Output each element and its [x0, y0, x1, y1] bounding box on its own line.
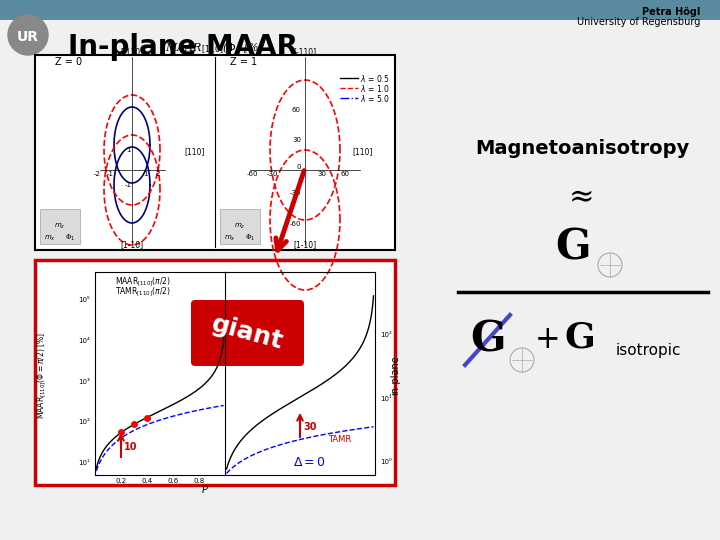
Text: 30: 30: [318, 171, 326, 177]
Text: [-110]: [-110]: [120, 48, 143, 57]
Text: MAAR$_{[110]}$($\Phi=\pi/2$) [%]: MAAR$_{[110]}$($\Phi=\pi/2$) [%]: [35, 332, 48, 418]
Text: 10²: 10²: [78, 419, 90, 425]
Text: 0.8: 0.8: [194, 478, 204, 484]
Text: 10⁴: 10⁴: [78, 338, 90, 344]
Text: 60: 60: [341, 171, 349, 177]
Bar: [35, 55, 395, 250]
Text: Magnetoanisotropy: Magnetoanisotropy: [475, 138, 689, 158]
Text: -1: -1: [107, 171, 114, 177]
Text: 10²: 10²: [380, 333, 392, 339]
Text: -2: -2: [94, 171, 100, 177]
Text: MAAR$_{[110]}(\pi/2)$: MAAR$_{[110]}(\pi/2)$: [115, 275, 171, 288]
Text: UR: UR: [17, 30, 39, 44]
Text: 30: 30: [303, 422, 317, 432]
Text: in-plane: in-plane: [390, 355, 400, 395]
Text: -60: -60: [289, 221, 301, 227]
Text: isotropic: isotropic: [616, 342, 682, 357]
Text: 0.2: 0.2: [115, 478, 127, 484]
Text: [1-10]: [1-10]: [120, 240, 143, 249]
Text: $\lambda$ = 1.0: $\lambda$ = 1.0: [360, 83, 390, 93]
Text: $\lambda$ = 5.0: $\lambda$ = 5.0: [360, 92, 390, 104]
Text: 10⁵: 10⁵: [78, 298, 90, 303]
Text: G: G: [564, 321, 595, 355]
Text: $m_x$: $m_x$: [44, 233, 56, 242]
Bar: [220, 209, 260, 244]
Text: $\Phi_1$: $\Phi_1$: [65, 233, 75, 243]
Text: 10⁰: 10⁰: [380, 460, 392, 465]
Text: $m_x$: $m_x$: [224, 233, 236, 242]
Text: G: G: [470, 319, 505, 361]
Text: 10¹: 10¹: [380, 396, 392, 402]
Text: -30: -30: [266, 171, 278, 177]
Bar: [40, 209, 80, 244]
Text: [110]: [110]: [185, 147, 205, 157]
Text: Z = 0: Z = 0: [55, 57, 82, 67]
Text: TAMR: TAMR: [328, 435, 351, 444]
FancyBboxPatch shape: [191, 300, 304, 366]
Text: giant: giant: [209, 312, 286, 354]
Text: $m_z$: $m_z$: [54, 221, 66, 231]
Text: MAAR$_{[110]}$($\Phi$) [%]: MAAR$_{[110]}$($\Phi$) [%]: [165, 40, 265, 56]
Text: [110]: [110]: [353, 147, 373, 157]
Bar: [35, 260, 395, 485]
Text: 30: 30: [292, 137, 301, 143]
Text: $\Delta = 0$: $\Delta = 0$: [294, 456, 326, 469]
Text: [1-10]: [1-10]: [294, 240, 317, 249]
Text: 1: 1: [126, 147, 130, 153]
Text: +: +: [535, 325, 561, 355]
Text: [-110]: [-110]: [294, 48, 317, 57]
Text: $\lambda$ = 0.5: $\lambda$ = 0.5: [360, 72, 390, 84]
Circle shape: [8, 15, 48, 55]
Text: -30: -30: [289, 190, 301, 196]
Text: 60: 60: [292, 107, 301, 113]
Text: $m_z$: $m_z$: [234, 221, 246, 231]
Bar: [0, 0, 720, 20]
Text: $\Phi_1$: $\Phi_1$: [245, 233, 255, 243]
Text: 0: 0: [297, 164, 301, 170]
Text: 0.4: 0.4: [141, 478, 153, 484]
Text: 2: 2: [156, 171, 160, 177]
Text: 10¹: 10¹: [78, 460, 90, 466]
Text: G: G: [555, 227, 590, 269]
Text: 10: 10: [124, 442, 138, 452]
Text: In-plane MAAR: In-plane MAAR: [68, 33, 298, 61]
Text: -60: -60: [246, 171, 258, 177]
Text: 1: 1: [143, 171, 148, 177]
Text: P: P: [202, 485, 208, 495]
Text: University of Regensburg: University of Regensburg: [577, 17, 700, 27]
Text: TAMR$_{[110]}(\pi/2)$: TAMR$_{[110]}(\pi/2)$: [115, 286, 171, 299]
Text: 0.6: 0.6: [167, 478, 179, 484]
Text: ≈: ≈: [570, 183, 595, 213]
Text: 10³: 10³: [78, 379, 90, 384]
Text: -1: -1: [125, 182, 132, 188]
Text: Z = 1: Z = 1: [230, 57, 257, 67]
Text: Petra Högl: Petra Högl: [642, 7, 700, 17]
